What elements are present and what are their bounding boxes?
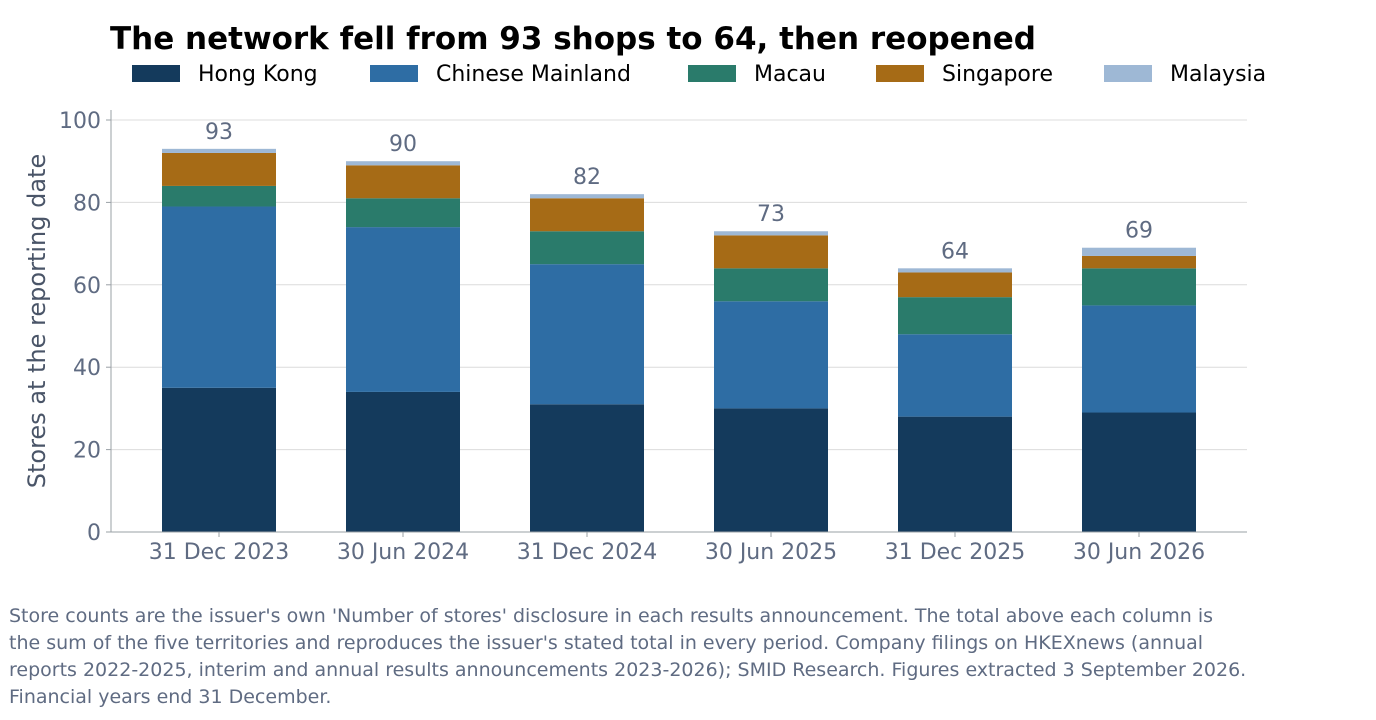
x-tick-label: 30 Jun 2025 — [705, 540, 837, 565]
legend-swatch — [1104, 65, 1152, 82]
y-tick-label: 20 — [73, 439, 101, 464]
x-tick-label: 30 Jun 2026 — [1073, 540, 1205, 565]
chart-title: The network fell from 93 shops to 64, th… — [110, 21, 1036, 57]
y-tick-label: 0 — [87, 521, 101, 546]
bar-segment — [1082, 305, 1196, 413]
x-tick-label: 30 Jun 2024 — [337, 540, 469, 565]
total-label: 73 — [757, 202, 785, 227]
bar-segment — [162, 206, 276, 388]
bar-segment — [346, 227, 460, 392]
y-tick-label: 100 — [59, 109, 101, 134]
bar-segment — [1082, 247, 1196, 256]
legend-swatch — [876, 65, 924, 82]
bars — [162, 148, 1196, 532]
y-axis-label: Stores at the reporting date — [23, 154, 51, 489]
bar-segment — [1082, 255, 1196, 269]
bar-segment — [714, 408, 828, 532]
bar-segment — [714, 268, 828, 302]
legend-label: Hong Kong — [198, 62, 318, 87]
total-label: 64 — [941, 239, 969, 264]
bar-segment — [162, 185, 276, 207]
bar-segment — [530, 264, 644, 405]
bar-segment — [162, 152, 276, 186]
bar-segment — [898, 297, 1012, 335]
x-tick-label: 31 Dec 2023 — [149, 540, 290, 565]
y-tick-labels: 0 20 40 60 80 100 — [59, 109, 111, 546]
x-tick-label: 31 Dec 2024 — [517, 540, 658, 565]
y-tick-label: 40 — [73, 356, 101, 381]
total-label: 82 — [573, 165, 601, 190]
bar-segment — [898, 268, 1012, 273]
total-label: 90 — [389, 132, 417, 157]
y-tick-label: 60 — [73, 274, 101, 299]
legend-label: Macau — [754, 62, 826, 87]
total-label: 93 — [205, 120, 233, 145]
bar-segment — [530, 198, 644, 232]
bar-segment — [898, 334, 1012, 417]
y-tick-label: 80 — [73, 191, 101, 216]
bar-segment — [346, 198, 460, 228]
bar-segment — [530, 231, 644, 265]
legend-swatch — [688, 65, 736, 82]
bar-segment — [898, 416, 1012, 532]
x-tick-labels: 31 Dec 2023 30 Jun 2024 31 Dec 2024 30 Jun … — [149, 532, 1205, 565]
bar-segment — [346, 165, 460, 199]
bar-segment — [162, 148, 276, 153]
bar-segment — [1082, 268, 1196, 306]
bar-segment — [898, 272, 1012, 298]
legend-label: Malaysia — [1170, 62, 1266, 87]
bar-segment — [530, 194, 644, 199]
x-tick-label: 31 Dec 2025 — [885, 540, 1026, 565]
axes — [110, 110, 1247, 533]
legend-swatch — [370, 65, 418, 82]
bar-segment — [162, 387, 276, 532]
bar-segment — [714, 231, 828, 236]
bar-segment — [714, 235, 828, 269]
total-labels: 93 90 82 73 64 69 — [205, 120, 1153, 264]
bar-segment — [346, 391, 460, 532]
bar-segment — [346, 161, 460, 166]
legend-label: Singapore — [942, 62, 1053, 87]
bar-segment — [530, 404, 644, 532]
legend-swatch — [132, 65, 180, 82]
bar-segment — [714, 301, 828, 409]
legend-label: Chinese Mainland — [436, 62, 631, 87]
legend: Hong Kong Chinese Mainland Macau Singapore M… — [132, 62, 1266, 87]
footnote: Store counts are the issuer's own 'Numbe… — [9, 605, 1247, 708]
total-label: 69 — [1125, 219, 1153, 244]
gridlines — [111, 119, 1247, 451]
bar-segment — [1082, 412, 1196, 532]
